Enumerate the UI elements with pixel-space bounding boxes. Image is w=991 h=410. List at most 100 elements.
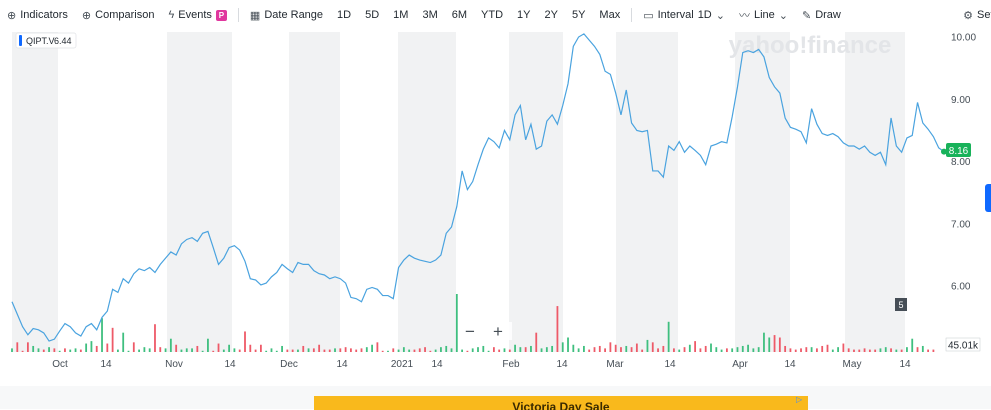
volume-bar <box>911 338 914 352</box>
volume-bar <box>678 349 681 352</box>
range-6m[interactable]: 6M <box>451 9 468 21</box>
volume-bar <box>350 348 352 353</box>
line-label: Line <box>753 9 775 21</box>
x-tick-label: 14 <box>431 359 443 370</box>
legend-chip[interactable]: QIPT.V 6.44 <box>15 32 77 49</box>
volume-bar <box>863 348 866 353</box>
plus-circle-icon: ⊕ <box>7 9 17 22</box>
volume-bar <box>715 347 718 352</box>
volume-bar <box>567 337 569 352</box>
y-axis-labels: 10.00 9.00 8.00 7.00 6.00 <box>951 33 976 293</box>
side-panel-tab[interactable] <box>985 184 991 212</box>
range-5d[interactable]: 5D <box>365 9 380 21</box>
volume-bar <box>577 348 580 353</box>
grid-band <box>616 32 678 352</box>
volume-bar <box>64 348 66 353</box>
volume-bar <box>927 349 930 352</box>
volume-bar <box>429 350 432 352</box>
volume-bar <box>445 345 448 352</box>
settings-button[interactable]: ⚙ Setti <box>963 0 991 30</box>
volume-bar <box>85 343 88 352</box>
volume-bar <box>821 345 824 352</box>
volume-bar <box>238 349 241 352</box>
x-tick-label: Mar <box>606 359 624 370</box>
volume-bar <box>747 344 749 352</box>
volume-bar <box>461 349 464 352</box>
indicators-button[interactable]: ⊕ Indicators <box>0 9 75 22</box>
interval-label: Interval <box>657 9 694 21</box>
range-3m[interactable]: 3M <box>422 9 438 21</box>
volume-bar <box>773 335 776 352</box>
draw-button[interactable]: ✎ Draw <box>795 9 848 22</box>
ad-info-icon[interactable]: ▷ <box>796 395 803 404</box>
x-tick-label: May <box>843 359 862 370</box>
volume-bar <box>651 342 654 352</box>
volume-bar <box>530 345 532 352</box>
volume-bar <box>291 349 294 352</box>
volume-bar <box>408 349 411 352</box>
price-line <box>11 33 945 342</box>
range-max[interactable]: Max <box>599 9 621 21</box>
volume-bar <box>646 339 649 352</box>
interval-value: 1D <box>697 9 712 21</box>
date-range-button[interactable]: ▦ Date Range <box>243 9 330 22</box>
volume-bar <box>402 347 405 352</box>
legend-value: 6.44 <box>54 36 72 46</box>
interval-dropdown[interactable]: ▭ Interval 1D ⌄ <box>636 9 732 22</box>
range-ytd[interactable]: YTD <box>481 9 504 21</box>
events-button[interactable]: ϟ Events P <box>161 9 233 21</box>
volume-badge <box>945 337 981 352</box>
last-price-badge <box>946 143 971 157</box>
x-tick-label: 14 <box>664 359 676 370</box>
volume-bar <box>826 344 829 352</box>
line-type-dropdown[interactable]: 〰 Line ⌄ <box>732 7 795 23</box>
volume-bar <box>890 348 892 353</box>
volume-bar <box>312 348 315 353</box>
volume-bar <box>249 344 252 352</box>
grid-band <box>12 32 58 352</box>
volume-bars <box>11 294 935 353</box>
volume-bar <box>376 342 379 352</box>
volume-bar <box>132 342 135 352</box>
interval-icon: ▭ <box>643 9 654 22</box>
volume-bar <box>212 350 215 352</box>
volume-bar <box>784 345 787 352</box>
volume-bar <box>244 331 246 352</box>
range-1y[interactable]: 1Y <box>517 9 531 21</box>
volume-bar <box>360 348 363 353</box>
price-chart[interactable]: yahoo!finance 10.00 9.00 8.00 7.00 6.00 Oct 1… <box>0 30 991 386</box>
volume-bar <box>598 345 601 352</box>
range-1m[interactable]: 1M <box>393 9 409 21</box>
range-1d[interactable]: 1D <box>337 9 352 21</box>
volume-bar <box>683 347 686 352</box>
volume-bar <box>106 343 109 352</box>
volume-bar <box>101 318 103 352</box>
volume-bar <box>201 350 204 352</box>
ad-banner[interactable]: Victoria Day Sale <box>314 396 808 410</box>
volume-bar <box>847 348 850 353</box>
range-5y[interactable]: 5Y <box>571 9 586 21</box>
volume-bar <box>853 349 855 352</box>
volume-bar <box>625 345 628 352</box>
range-2y[interactable]: 2Y <box>544 9 558 21</box>
volume-bar <box>609 342 612 352</box>
volume-bar <box>837 347 839 352</box>
volume-bar <box>387 350 389 352</box>
x-tick-label: 14 <box>100 359 112 370</box>
volume-bar <box>778 337 781 352</box>
volume-bar <box>21 350 24 352</box>
legend-symbol: QIPT.V <box>26 36 55 46</box>
volume-bar <box>895 349 898 352</box>
chevron-down-icon: ⌄ <box>778 9 788 22</box>
volume-bar <box>254 349 257 352</box>
volume-bar <box>630 347 633 352</box>
volume-bar <box>371 344 373 352</box>
zoom-out-button[interactable]: − <box>465 322 475 341</box>
volume-bar <box>583 345 585 352</box>
volume-bar <box>588 349 591 352</box>
x-tick-label: Apr <box>732 359 748 370</box>
volume-bar <box>111 327 114 352</box>
x-tick-label: 14 <box>556 359 568 370</box>
zoom-in-button[interactable]: + <box>493 322 503 341</box>
comparison-button[interactable]: ⊕ Comparison <box>75 9 162 22</box>
